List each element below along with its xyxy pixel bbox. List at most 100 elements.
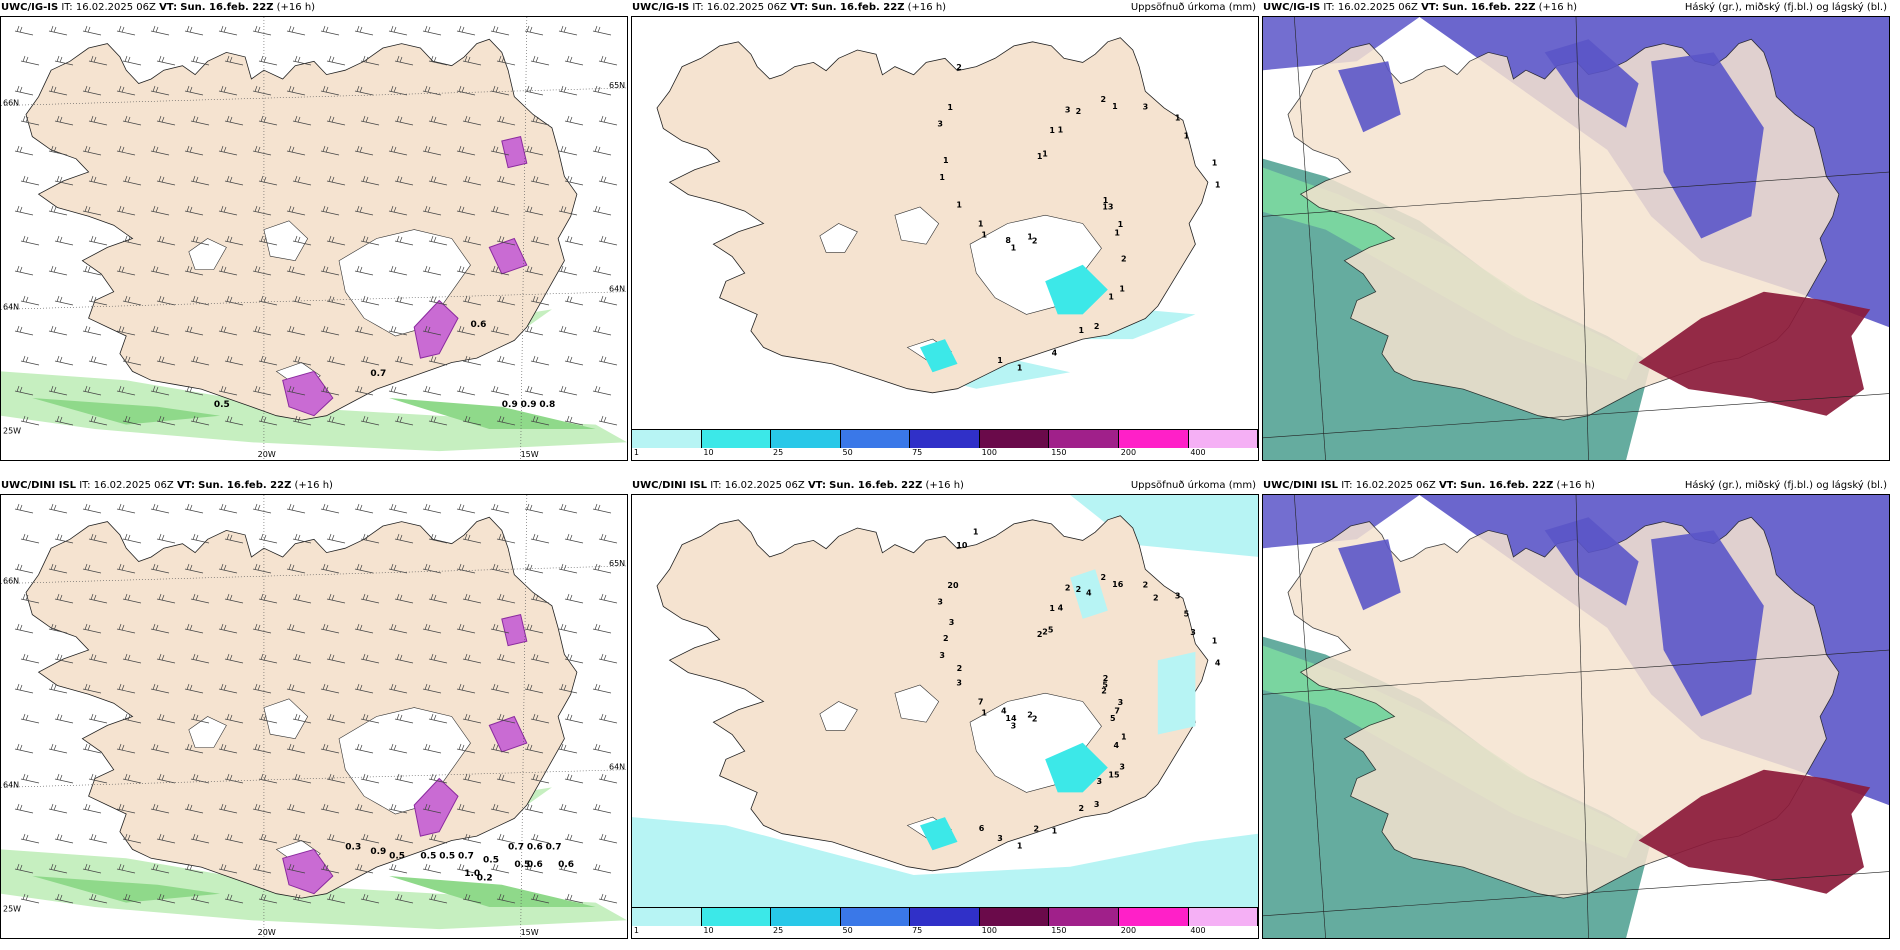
precip-value-label: 0.5 bbox=[483, 856, 499, 866]
wind-barb bbox=[218, 325, 238, 336]
wind-barb bbox=[422, 683, 442, 694]
wind-barb bbox=[598, 533, 618, 544]
colorbar: 1 10 25 50 75 100 150 200 400 bbox=[632, 907, 1259, 938]
wind-barb bbox=[190, 893, 210, 904]
wind-barb bbox=[564, 653, 584, 664]
wind-barb bbox=[184, 863, 204, 874]
wind-barb bbox=[54, 415, 74, 426]
wind-barb bbox=[54, 55, 74, 66]
wind-barb bbox=[354, 863, 374, 874]
wind-barb bbox=[456, 563, 476, 574]
wind-barb bbox=[218, 623, 238, 634]
wind-barb bbox=[224, 355, 244, 366]
glacier-area bbox=[819, 223, 858, 253]
map-panel: UWC/IG-IS IT: 16.02.2025 06Z VT: Sun. 16… bbox=[1262, 2, 1890, 461]
longitude-label: 20W bbox=[258, 928, 276, 937]
wind-barb bbox=[190, 115, 210, 126]
precip-value-label: 2 bbox=[1034, 824, 1040, 833]
lead-time: (+16 h) bbox=[276, 2, 316, 13]
wind-barb bbox=[122, 115, 142, 126]
wind-barb bbox=[252, 385, 272, 396]
precip-value-label: 1 bbox=[939, 173, 945, 182]
wind-barb bbox=[428, 235, 448, 246]
precip-value-label: 1 bbox=[1049, 604, 1055, 613]
wind-barb bbox=[286, 25, 306, 36]
precip-band bbox=[32, 876, 221, 903]
wind-barb bbox=[20, 415, 40, 426]
init-time-label: IT: bbox=[61, 2, 73, 13]
wind-barb bbox=[496, 773, 516, 784]
wind-barb bbox=[558, 863, 578, 874]
wind-barb bbox=[14, 25, 34, 36]
wind-barb bbox=[388, 385, 408, 396]
wind-barb bbox=[462, 893, 482, 904]
wind-barb bbox=[564, 55, 584, 66]
wind-barb bbox=[320, 563, 340, 574]
wind-barb bbox=[54, 713, 74, 724]
wind-barb bbox=[224, 653, 244, 664]
mid-cloud-streak bbox=[1338, 61, 1401, 133]
graticule-line bbox=[520, 495, 528, 938]
wind-barb bbox=[190, 593, 210, 604]
wind-barb bbox=[598, 295, 618, 306]
valid-time: Sun. 16.feb. 22Z bbox=[829, 480, 923, 491]
wind-barb bbox=[292, 355, 312, 366]
wind-barb bbox=[14, 265, 34, 276]
wind-barb bbox=[48, 683, 68, 694]
latitude-label: 64N bbox=[3, 780, 19, 789]
precip-value-label: 2 bbox=[1153, 593, 1159, 602]
wind-barb bbox=[524, 743, 544, 754]
wind-barb bbox=[20, 175, 40, 186]
graticule-line bbox=[1575, 17, 1589, 460]
wind-barb bbox=[252, 503, 272, 514]
lead-time: (+16 h) bbox=[925, 480, 964, 491]
mid-cloud-nw bbox=[1263, 17, 1420, 71]
wind-barb bbox=[122, 55, 142, 66]
wind-barb bbox=[490, 743, 510, 754]
precip-value-label: 2 bbox=[1101, 687, 1107, 696]
colorbar-swatch bbox=[840, 430, 911, 448]
precip-value-label: 1 bbox=[1052, 827, 1058, 836]
wind-barb bbox=[258, 115, 278, 126]
wind-barb bbox=[184, 743, 204, 754]
wind-barb bbox=[48, 803, 68, 814]
precip-value-label: 0.5 bbox=[214, 400, 230, 410]
wind-barb bbox=[490, 683, 510, 694]
valid-time: Sun. 16.feb. 22Z bbox=[811, 2, 905, 13]
precip-value-label: 1 bbox=[981, 231, 987, 240]
wind-barb bbox=[326, 355, 346, 366]
wind-barb bbox=[252, 683, 272, 694]
init-time: 16.02.2025 06Z bbox=[724, 480, 805, 491]
graticule-line bbox=[1263, 871, 1889, 917]
precip-value-label: 1 bbox=[1037, 152, 1043, 161]
wind-barb bbox=[190, 833, 210, 844]
wind-barb bbox=[496, 893, 516, 904]
wind-barb bbox=[496, 235, 516, 246]
wind-barb bbox=[394, 773, 414, 784]
snow-area bbox=[413, 777, 459, 837]
wind-barb bbox=[462, 653, 482, 664]
longitude-label: 15W bbox=[521, 450, 539, 459]
wind-barb bbox=[326, 175, 346, 186]
colorbar-swatch bbox=[979, 430, 1050, 448]
wind-barb bbox=[258, 235, 278, 246]
colorbar-label: 400 bbox=[1190, 448, 1206, 457]
wind-barb bbox=[258, 893, 278, 904]
wind-barb bbox=[530, 415, 550, 426]
wind-barb bbox=[524, 325, 544, 336]
wind-barb bbox=[428, 833, 448, 844]
wind-barb bbox=[496, 713, 516, 724]
wind-barb bbox=[14, 863, 34, 874]
wind-barb bbox=[286, 683, 306, 694]
wind-barb bbox=[122, 175, 142, 186]
wind-barb bbox=[14, 85, 34, 96]
wind-barb bbox=[20, 533, 40, 544]
wind-barb bbox=[354, 803, 374, 814]
colorbar-label: 75 bbox=[912, 926, 923, 935]
wind-barb bbox=[496, 55, 516, 66]
wind-barb bbox=[54, 175, 74, 186]
wind-barb bbox=[292, 893, 312, 904]
colorbar-label: 100 bbox=[981, 448, 997, 457]
precip-value-label: 3 bbox=[1118, 698, 1124, 707]
precip-value-label: 4 bbox=[1052, 349, 1058, 358]
